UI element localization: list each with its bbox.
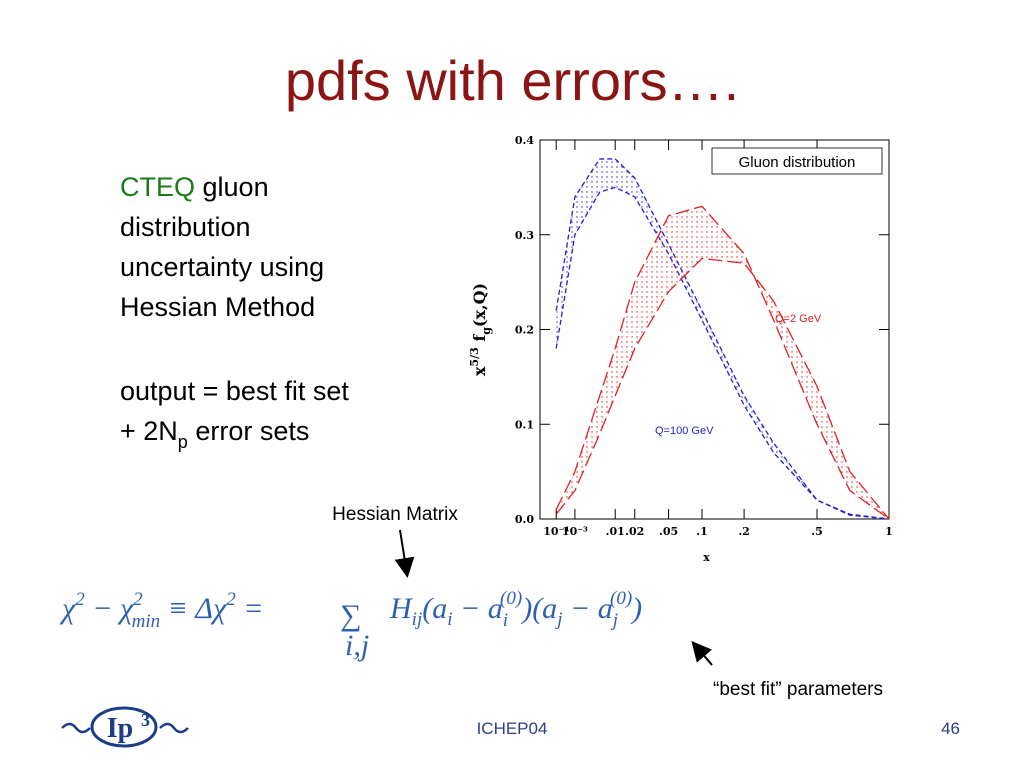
body-line: + 2N bbox=[120, 416, 178, 446]
body-line: gluon bbox=[195, 172, 269, 202]
x-tick-label: 10⁻⁴ bbox=[543, 525, 569, 538]
eq-sup: 2 bbox=[75, 589, 85, 610]
line-series bbox=[555, 205, 890, 520]
y-tick-label: 0.2 bbox=[515, 324, 534, 337]
eq-part: − a bbox=[562, 592, 612, 625]
eq-part: χ bbox=[59, 592, 76, 625]
x-tick-label: .02 bbox=[625, 525, 644, 538]
error-band bbox=[556, 206, 889, 519]
eq-part: = bbox=[236, 592, 264, 625]
annotation: Q=2 GeV bbox=[775, 313, 822, 325]
eq-sub: i bbox=[503, 610, 508, 631]
eq-part: ≡ Δχ bbox=[160, 592, 227, 625]
y-tick-label: 0.3 bbox=[515, 229, 534, 242]
y-label-part: 5/3 bbox=[468, 347, 481, 366]
callout: Hessian Matrix bbox=[332, 504, 458, 525]
y-tick-label: 0.1 bbox=[515, 418, 534, 431]
error-band bbox=[556, 158, 889, 519]
eq-part: H bbox=[389, 592, 414, 625]
eq-sub: min bbox=[132, 611, 161, 632]
y-tick-label: 0.0 bbox=[515, 513, 534, 526]
body-text: CTEQ gluon bbox=[120, 172, 269, 202]
annotation: Gluon distribution bbox=[739, 154, 856, 171]
line-series bbox=[555, 186, 890, 520]
eq-sup: (0) bbox=[500, 588, 522, 609]
eq-sub: ij bbox=[412, 609, 423, 630]
y-tick-label: 0.4 bbox=[515, 134, 534, 147]
logo-text: Ip bbox=[107, 713, 133, 744]
body-line: Hessian Method bbox=[120, 292, 315, 322]
footer-center: ICHEP04 bbox=[477, 719, 548, 738]
y-label-part: g bbox=[480, 327, 493, 335]
eq-part: )(a bbox=[520, 592, 557, 625]
y-label-part: f bbox=[470, 334, 489, 348]
x-tick-label: .1 bbox=[696, 525, 707, 538]
line-series bbox=[555, 257, 890, 520]
eq-part: ) bbox=[630, 592, 642, 625]
body-line: output = best fit set bbox=[120, 376, 349, 406]
y-label-part: x bbox=[470, 366, 489, 376]
x-tick-label: .2 bbox=[738, 525, 749, 538]
equation: Hij(ai − ai(0))(aj − aj(0)) bbox=[389, 588, 642, 631]
eq-sup: 2 bbox=[226, 589, 236, 610]
eq-sub: i,j bbox=[345, 629, 369, 662]
slide-title: pdfs with errors…. bbox=[285, 49, 739, 112]
body-text: + 2Np error sets bbox=[120, 416, 309, 452]
x-tick-label: .01 bbox=[606, 525, 625, 538]
callout: “best fit” parameters bbox=[713, 679, 883, 700]
annotation: Q=100 GeV bbox=[655, 425, 714, 437]
x-tick-label: .5 bbox=[811, 525, 822, 538]
arrow bbox=[394, 529, 415, 578]
arrow bbox=[691, 640, 713, 666]
cteq: CTEQ bbox=[120, 172, 195, 202]
logo: Ip 3 bbox=[61, 706, 189, 748]
eq-sup: 2 bbox=[133, 589, 143, 610]
eq-sub: j bbox=[610, 610, 618, 631]
x-tick-label: .05 bbox=[659, 525, 678, 538]
annotation-box bbox=[711, 147, 883, 175]
eq-sub: j bbox=[554, 609, 562, 630]
chart: 0.0 0.1 0.2 0.3 0.4 10⁻⁴10⁻³ .01.02 .05 .1 .2 .5 1 x… bbox=[468, 134, 893, 564]
body-line: error sets bbox=[188, 416, 310, 446]
y-label-part: (x,Q) bbox=[470, 283, 489, 327]
x-tick-label: 1 bbox=[885, 525, 893, 538]
eq-part: (a bbox=[422, 592, 447, 625]
logo-sup: 3 bbox=[141, 710, 150, 730]
eq-sup: (0) bbox=[610, 588, 632, 609]
y-axis-label: x5/3 fg(x,Q) bbox=[468, 283, 493, 376]
equation: χ2 − χ2 min ≡ Δχ2 = bbox=[59, 589, 263, 632]
eq-part: − a bbox=[453, 592, 503, 625]
subscript: p bbox=[178, 432, 188, 452]
x-axis-label: x bbox=[703, 551, 710, 564]
body-line: distribution bbox=[120, 212, 251, 242]
eq-sub: i bbox=[447, 609, 452, 630]
x-tick-label: 10⁻³ bbox=[562, 525, 588, 538]
eq-part: − χ bbox=[85, 592, 134, 625]
page-number: 46 bbox=[941, 719, 960, 738]
body-line: uncertainty using bbox=[120, 252, 324, 282]
sum-sign: ∑ bbox=[340, 599, 361, 632]
